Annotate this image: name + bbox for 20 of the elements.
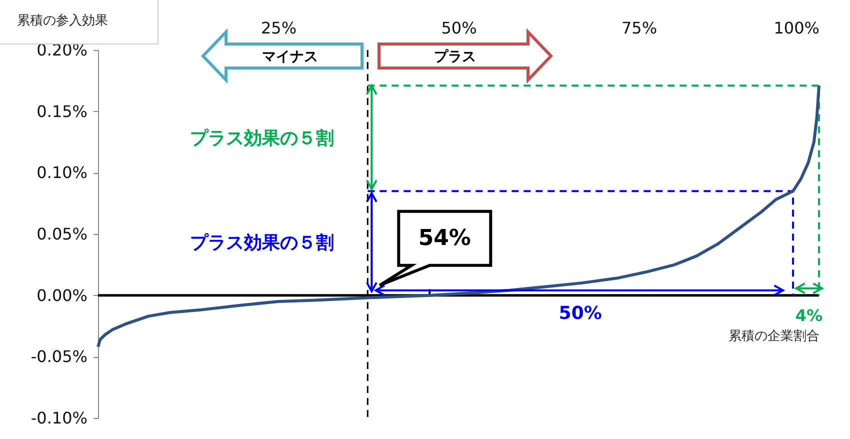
x-tick-label: 50%: [441, 18, 477, 38]
annotation: マイナス: [262, 49, 318, 65]
annotation: 50%: [558, 302, 602, 324]
y-tick-label: -0.10%: [30, 408, 88, 428]
y-tick-label: 0.00%: [36, 286, 88, 305]
line-series: [96, 84, 820, 348]
x-tick-label: 100%: [774, 18, 820, 38]
y-tick-label: 0.05%: [36, 224, 88, 244]
annotation: プラス効果の５割: [190, 128, 334, 149]
y-tick-label: 0.10%: [36, 163, 88, 182]
x-tick-label: 75%: [621, 18, 658, 38]
annotation: プラス効果の５割: [190, 232, 334, 254]
y-tick-label: 0.15%: [36, 102, 88, 121]
annotation: 4%: [795, 306, 823, 325]
y-tick-label: -0.05%: [30, 347, 88, 366]
x-axis-title: 累積の企業割合: [728, 328, 820, 344]
annotation: 54%: [418, 226, 471, 251]
x-tick-label: 25%: [260, 18, 297, 38]
chart-title: 累積の参入効果: [17, 14, 108, 28]
annotation: プラス: [434, 48, 476, 65]
